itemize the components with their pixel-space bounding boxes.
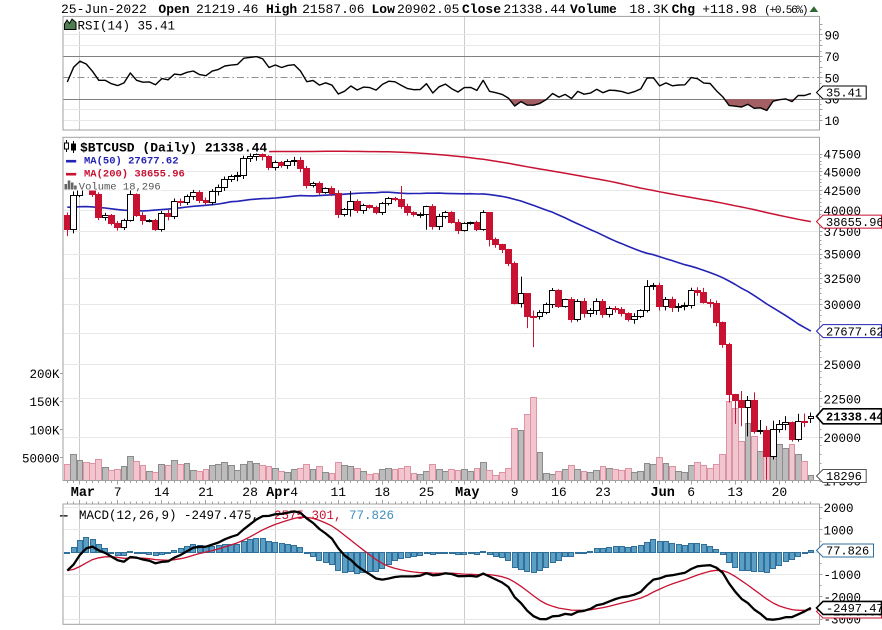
svg-text:35.41: 35.41 [826, 87, 862, 101]
svg-text:20000: 20000 [824, 432, 862, 446]
svg-text:70: 70 [825, 51, 840, 65]
svg-text:6: 6 [687, 485, 695, 500]
svg-text:21: 21 [198, 485, 214, 500]
svg-text:47500: 47500 [824, 149, 862, 163]
svg-text:200K: 200K [29, 368, 60, 382]
svg-text:28: 28 [242, 485, 258, 500]
svg-text:90: 90 [825, 30, 840, 44]
svg-text:2000: 2000 [824, 502, 854, 516]
svg-text:50000: 50000 [22, 452, 60, 466]
svg-text:Open: Open [158, 2, 189, 17]
svg-text:Low: Low [372, 2, 396, 17]
svg-text:21219.46: 21219.46 [196, 2, 258, 17]
svg-text:50: 50 [825, 72, 840, 86]
svg-text:18.3K: 18.3K [629, 2, 668, 17]
svg-text:RSI(14) 35.41: RSI(14) 35.41 [78, 20, 176, 34]
svg-text:18296: 18296 [826, 470, 862, 484]
svg-text:16: 16 [551, 485, 567, 500]
svg-text:38655.96: 38655.96 [826, 216, 882, 230]
svg-text:(+0.56%): (+0.56%) [764, 5, 807, 17]
svg-text:30000: 30000 [824, 299, 862, 313]
svg-text:Close: Close [462, 2, 501, 17]
svg-text:77.826: 77.826 [826, 545, 869, 559]
svg-text:Apr: Apr [266, 486, 290, 501]
svg-text:13: 13 [727, 485, 743, 500]
svg-text:14: 14 [154, 485, 170, 500]
svg-text:9: 9 [511, 485, 519, 500]
svg-text:7: 7 [114, 485, 122, 500]
svg-text:-1000: -1000 [824, 569, 862, 583]
svg-text:32500: 32500 [824, 273, 862, 287]
svg-text:MACD(12,26,9) -2497.475, -2575: MACD(12,26,9) -2497.475, -2575.301, 77.8… [79, 509, 394, 523]
svg-text:Mar: Mar [71, 486, 95, 501]
svg-text:$BTCUSD (Daily) 21338.44: $BTCUSD (Daily) 21338.44 [80, 141, 267, 156]
svg-text:45000: 45000 [824, 166, 862, 180]
svg-text:Chg: Chg [672, 2, 696, 17]
svg-text:21338.44: 21338.44 [826, 411, 882, 425]
svg-text:21587.06: 21587.06 [302, 2, 364, 17]
svg-text:+118.98: +118.98 [702, 2, 757, 17]
svg-text:25: 25 [419, 485, 435, 500]
svg-text:25-Jun-2022: 25-Jun-2022 [61, 2, 147, 17]
svg-text:37500: 37500 [824, 226, 862, 240]
svg-text:21338.44: 21338.44 [503, 2, 566, 17]
svg-text:MA(200) 38655.96: MA(200) 38655.96 [84, 169, 185, 181]
svg-text:20902.05: 20902.05 [397, 2, 459, 17]
svg-text:10: 10 [825, 115, 840, 129]
svg-text:Volume 18,296: Volume 18,296 [79, 182, 161, 194]
svg-text:May: May [455, 486, 479, 501]
svg-text:Volume: Volume [570, 2, 617, 17]
svg-text:150K: 150K [29, 396, 60, 410]
svg-text:MA(50) 27677.62: MA(50) 27677.62 [84, 156, 179, 168]
svg-text:11: 11 [330, 485, 346, 500]
svg-text:High: High [266, 2, 297, 17]
svg-text:25000: 25000 [824, 359, 862, 373]
svg-text:23: 23 [595, 485, 611, 500]
svg-text:Jun: Jun [651, 486, 675, 501]
svg-text:1000: 1000 [824, 524, 854, 538]
svg-text:100K: 100K [29, 424, 60, 438]
svg-text:4: 4 [290, 485, 298, 500]
svg-text:35000: 35000 [824, 249, 862, 263]
svg-text:27677.62: 27677.62 [826, 325, 882, 339]
svg-text:-2497.475: -2497.475 [826, 602, 882, 616]
svg-text:18: 18 [375, 485, 391, 500]
svg-text:22500: 22500 [824, 393, 862, 407]
svg-text:20: 20 [772, 485, 788, 500]
svg-text:42500: 42500 [824, 185, 862, 199]
